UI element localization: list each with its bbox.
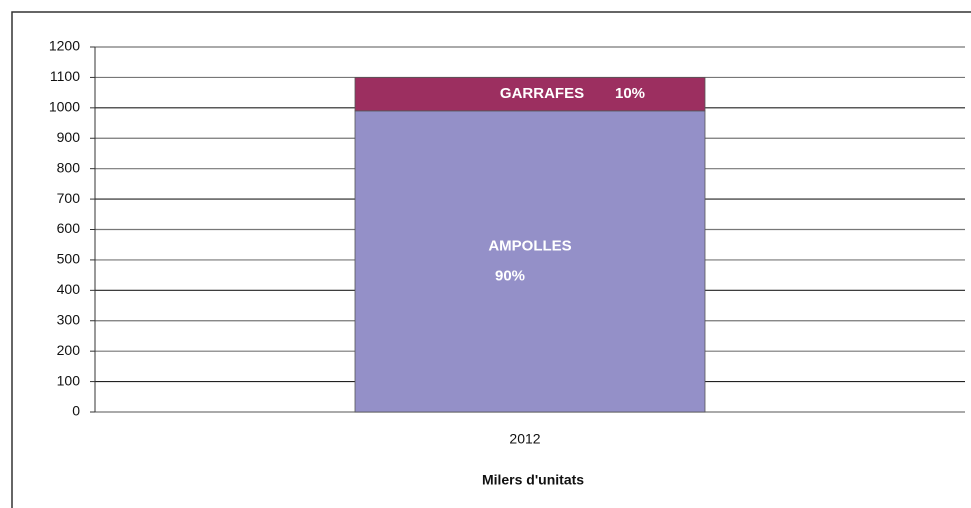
y-tick-label: 1100 bbox=[50, 68, 80, 84]
y-tick-label: 1000 bbox=[49, 99, 80, 115]
bar-segment bbox=[354, 110, 706, 413]
segment-share: 90% bbox=[495, 267, 525, 284]
y-tick-label: 600 bbox=[57, 220, 81, 236]
segment-label: GARRAFES bbox=[500, 85, 584, 102]
y-tick-label: 300 bbox=[57, 311, 81, 327]
y-tick-label: 900 bbox=[57, 129, 81, 145]
bar-segment bbox=[354, 77, 706, 112]
y-tick-label: 800 bbox=[57, 159, 81, 175]
x-axis-title: Milers d'unitats bbox=[482, 472, 584, 488]
chart-frame bbox=[11, 11, 971, 508]
y-tick-label: 0 bbox=[72, 403, 80, 419]
y-tick-label: 100 bbox=[57, 372, 81, 388]
y-tick-label: 200 bbox=[57, 342, 81, 358]
y-tick-label: 1200 bbox=[49, 38, 80, 54]
y-tick-label: 500 bbox=[57, 251, 81, 267]
x-tick-label: 2012 bbox=[509, 431, 540, 447]
y-tick-label: 700 bbox=[57, 190, 81, 206]
y-tick-label: 400 bbox=[57, 281, 81, 297]
segment-label: AMPOLLES bbox=[488, 237, 571, 254]
segment-share: 10% bbox=[615, 85, 645, 102]
